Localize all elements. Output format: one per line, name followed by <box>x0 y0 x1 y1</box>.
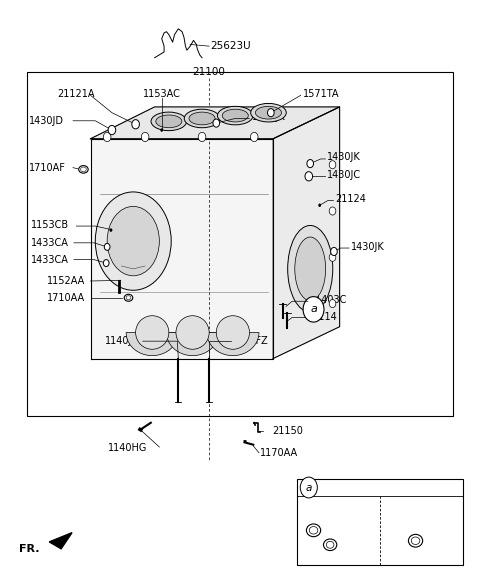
Text: 11403C: 11403C <box>310 295 348 305</box>
Circle shape <box>104 244 110 251</box>
Text: 1153AC: 1153AC <box>143 89 180 99</box>
Circle shape <box>329 161 336 169</box>
Ellipse shape <box>255 106 281 119</box>
Text: 1170AA: 1170AA <box>261 448 299 458</box>
Text: 1433CA: 1433CA <box>31 255 69 265</box>
Circle shape <box>303 297 324 322</box>
Circle shape <box>108 126 116 135</box>
Ellipse shape <box>295 237 325 301</box>
Text: 1430JD: 1430JD <box>29 116 64 126</box>
Circle shape <box>103 133 111 141</box>
Text: 1140HG: 1140HG <box>108 443 147 453</box>
Text: 1430JK: 1430JK <box>252 112 286 121</box>
Ellipse shape <box>217 106 253 125</box>
Ellipse shape <box>96 192 171 290</box>
Circle shape <box>103 260 109 266</box>
Ellipse shape <box>124 294 133 301</box>
Text: 1433CA: 1433CA <box>31 238 69 248</box>
Circle shape <box>213 119 219 127</box>
Text: 1430JK: 1430JK <box>350 242 384 252</box>
Circle shape <box>251 133 258 141</box>
Ellipse shape <box>288 225 333 312</box>
Ellipse shape <box>176 316 209 349</box>
Circle shape <box>267 109 274 117</box>
Ellipse shape <box>189 112 215 125</box>
Text: FR.: FR. <box>19 544 40 554</box>
Polygon shape <box>91 139 273 359</box>
Text: 21121A: 21121A <box>57 89 95 99</box>
Text: 21314A: 21314A <box>384 511 420 520</box>
Circle shape <box>141 133 149 141</box>
Ellipse shape <box>136 316 169 349</box>
Circle shape <box>307 159 313 168</box>
Circle shape <box>305 172 312 181</box>
Polygon shape <box>207 332 259 356</box>
Text: 1710AF: 1710AF <box>29 162 66 173</box>
Ellipse shape <box>156 115 182 128</box>
Polygon shape <box>49 533 72 549</box>
Ellipse shape <box>107 206 159 276</box>
Polygon shape <box>126 332 179 356</box>
Text: 1751GI: 1751GI <box>306 511 339 520</box>
Circle shape <box>109 228 112 232</box>
Ellipse shape <box>79 166 88 173</box>
Circle shape <box>329 253 336 262</box>
Text: 25623U: 25623U <box>211 41 251 51</box>
Ellipse shape <box>326 541 334 548</box>
Ellipse shape <box>309 527 318 534</box>
Text: 1430JC: 1430JC <box>327 169 361 179</box>
Polygon shape <box>167 332 219 356</box>
Ellipse shape <box>126 296 131 300</box>
Text: 1152AA: 1152AA <box>47 276 85 286</box>
Text: 1140JF: 1140JF <box>105 336 138 346</box>
Text: 1153CB: 1153CB <box>31 221 70 231</box>
Text: 21124: 21124 <box>335 194 366 204</box>
Circle shape <box>132 120 139 129</box>
Ellipse shape <box>411 537 420 544</box>
Bar <box>26 72 454 416</box>
Ellipse shape <box>306 524 321 537</box>
Text: 21150: 21150 <box>272 426 303 436</box>
Ellipse shape <box>81 167 86 172</box>
Ellipse shape <box>251 103 286 122</box>
Ellipse shape <box>408 534 423 547</box>
Ellipse shape <box>324 539 337 551</box>
Circle shape <box>198 133 206 141</box>
Polygon shape <box>91 107 340 139</box>
Ellipse shape <box>222 109 248 122</box>
Text: a: a <box>306 482 312 492</box>
Text: 1140FZ: 1140FZ <box>232 336 269 346</box>
Ellipse shape <box>151 112 187 131</box>
Text: 1710AA: 1710AA <box>47 293 85 303</box>
Circle shape <box>331 248 337 256</box>
Ellipse shape <box>184 109 220 128</box>
Circle shape <box>300 477 317 498</box>
Text: 1430JK: 1430JK <box>327 152 360 162</box>
Text: 21114: 21114 <box>306 312 337 322</box>
Circle shape <box>160 128 163 132</box>
Polygon shape <box>273 107 340 359</box>
Text: 21133: 21133 <box>301 502 330 510</box>
Circle shape <box>318 203 321 207</box>
Text: (ALT.): (ALT.) <box>384 502 408 510</box>
Text: a: a <box>310 304 317 314</box>
Ellipse shape <box>216 316 250 349</box>
Text: 21100: 21100 <box>193 67 226 77</box>
Bar <box>297 479 463 565</box>
Circle shape <box>329 207 336 215</box>
Text: 1571TA: 1571TA <box>302 89 339 99</box>
Circle shape <box>329 300 336 308</box>
